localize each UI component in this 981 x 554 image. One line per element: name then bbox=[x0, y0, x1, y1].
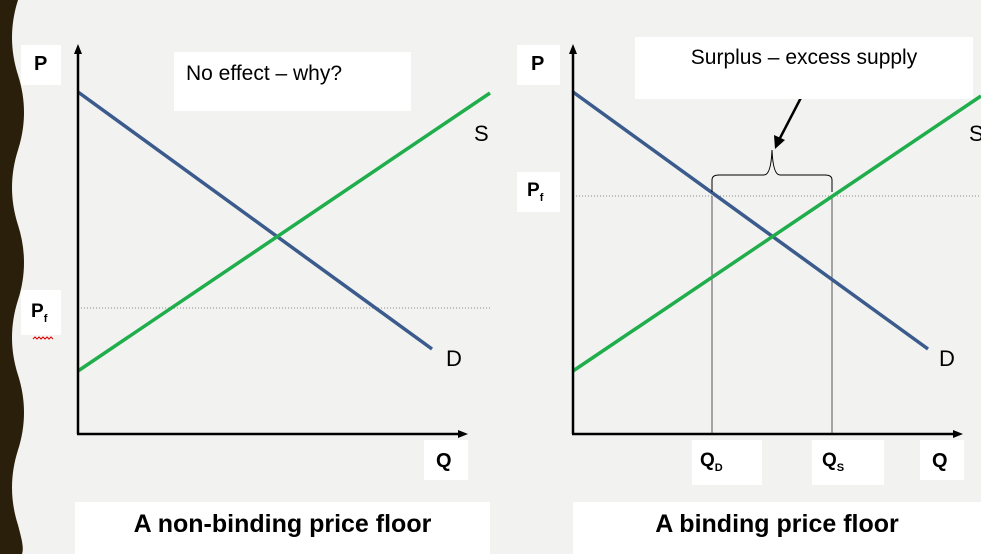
right-qd-label: QD bbox=[700, 450, 723, 474]
surplus-arrow-head bbox=[774, 135, 785, 149]
left-demand-line bbox=[76, 90, 434, 351]
surplus-brace bbox=[711, 149, 833, 192]
right-qd-label-box bbox=[692, 440, 762, 485]
left-p-label-box bbox=[21, 45, 61, 85]
right-caption: A binding price floor bbox=[655, 510, 899, 538]
right-q-label-box bbox=[920, 440, 964, 480]
left-x-axis-arrow bbox=[458, 430, 468, 438]
spellcheck-squiggle bbox=[32, 336, 54, 340]
left-note: No effect – why? bbox=[186, 62, 343, 85]
right-y-axis-arrow bbox=[569, 44, 577, 54]
right-note-box bbox=[635, 37, 973, 99]
right-demand-label: D bbox=[939, 346, 955, 371]
left-panel bbox=[74, 44, 491, 438]
left-caption-box bbox=[75, 502, 490, 554]
left-y-axis-label: P bbox=[34, 53, 48, 75]
right-note: Surplus – excess supply bbox=[690, 46, 918, 69]
right-pf-label-box bbox=[517, 172, 560, 212]
left-demand-label: D bbox=[446, 346, 462, 371]
wavy-left-border bbox=[0, 0, 24, 554]
right-qd-sub: D bbox=[714, 462, 723, 474]
left-price-floor-label: Pf bbox=[31, 301, 48, 325]
right-price-floor-label: Pf bbox=[527, 180, 544, 204]
left-supply-label: S bbox=[474, 121, 489, 146]
right-qs-label-box bbox=[812, 440, 884, 485]
left-pf-main: P bbox=[31, 301, 44, 322]
left-y-axis-arrow bbox=[74, 44, 82, 54]
left-q-label-box bbox=[424, 440, 468, 480]
right-qd-main: Q bbox=[700, 450, 715, 471]
right-qs-main: Q bbox=[822, 450, 837, 471]
right-pf-sub: f bbox=[539, 192, 544, 204]
left-x-axis-label: Q bbox=[436, 450, 452, 472]
right-y-axis-label: P bbox=[531, 53, 545, 75]
right-caption-box bbox=[573, 502, 981, 554]
left-supply-line bbox=[77, 91, 491, 373]
right-x-axis-arrow bbox=[953, 430, 963, 438]
right-x-axis-label: Q bbox=[932, 450, 948, 472]
right-qs-label: QS bbox=[822, 450, 845, 474]
right-qs-sub: S bbox=[836, 462, 845, 474]
right-demand-line bbox=[571, 90, 930, 351]
right-panel bbox=[569, 44, 981, 438]
right-supply-line bbox=[572, 94, 981, 373]
right-pf-main: P bbox=[527, 180, 540, 201]
right-p-label-box bbox=[517, 45, 560, 85]
right-supply-label: S bbox=[969, 121, 981, 146]
left-pf-label-box bbox=[21, 290, 61, 335]
left-caption: A non-binding price floor bbox=[133, 510, 432, 538]
left-note-box bbox=[174, 52, 411, 111]
left-pf-sub: f bbox=[43, 313, 48, 325]
